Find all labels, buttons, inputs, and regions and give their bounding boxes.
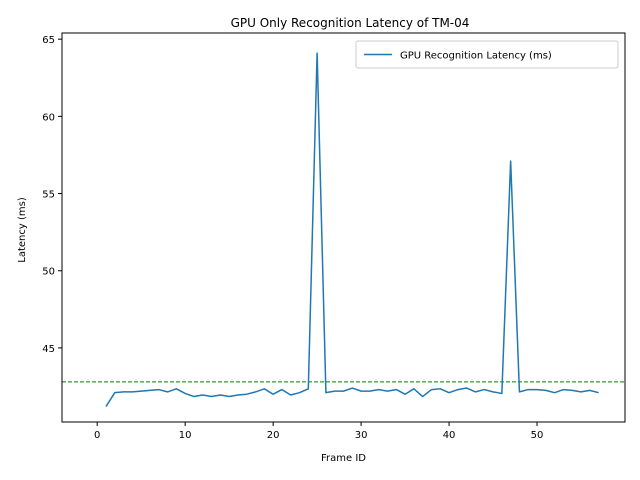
y-axis-label: Latency (ms) xyxy=(17,197,28,263)
x-tick-label: 20 xyxy=(267,430,280,441)
x-axis-label: Frame ID xyxy=(321,453,366,464)
x-tick-label: 30 xyxy=(355,430,368,441)
y-tick-label: 60 xyxy=(42,112,55,123)
chart-title: GPU Only Recognition Latency of TM-04 xyxy=(231,16,470,30)
legend: GPU Recognition Latency (ms) xyxy=(355,40,619,69)
legend-box xyxy=(355,40,619,69)
x-tick-label: 50 xyxy=(531,430,544,441)
plot-area xyxy=(62,52,625,407)
x-tick-label: 0 xyxy=(94,430,100,441)
y-tick-label: 50 xyxy=(42,267,55,278)
x-tick-label: 10 xyxy=(179,430,192,441)
y-tick-label: 55 xyxy=(42,190,55,201)
y-tick-label: 45 xyxy=(42,344,55,355)
axes-frame xyxy=(61,32,626,423)
legend-label: GPU Recognition Latency (ms) xyxy=(400,51,552,62)
axes: 0 10 20 30 40 50 45 50 55 60 65 xyxy=(42,32,626,441)
x-tick-label: 40 xyxy=(443,430,456,441)
series-line-0 xyxy=(105,52,599,407)
y-tick-label: 65 xyxy=(42,35,55,46)
